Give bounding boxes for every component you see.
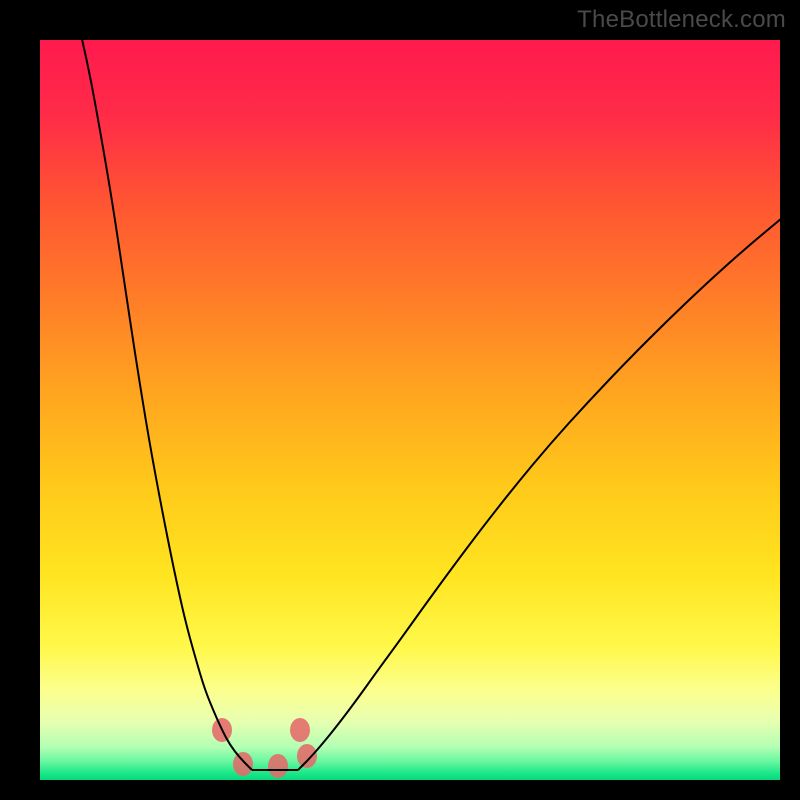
marker-dot: [290, 718, 310, 742]
watermark-text: TheBottleneck.com: [577, 6, 786, 34]
marker-dot: [268, 754, 288, 778]
bottleneck-chart: [0, 0, 800, 800]
marker-dot: [297, 744, 317, 768]
marker-dot: [233, 752, 253, 776]
plot-background: [40, 40, 780, 780]
